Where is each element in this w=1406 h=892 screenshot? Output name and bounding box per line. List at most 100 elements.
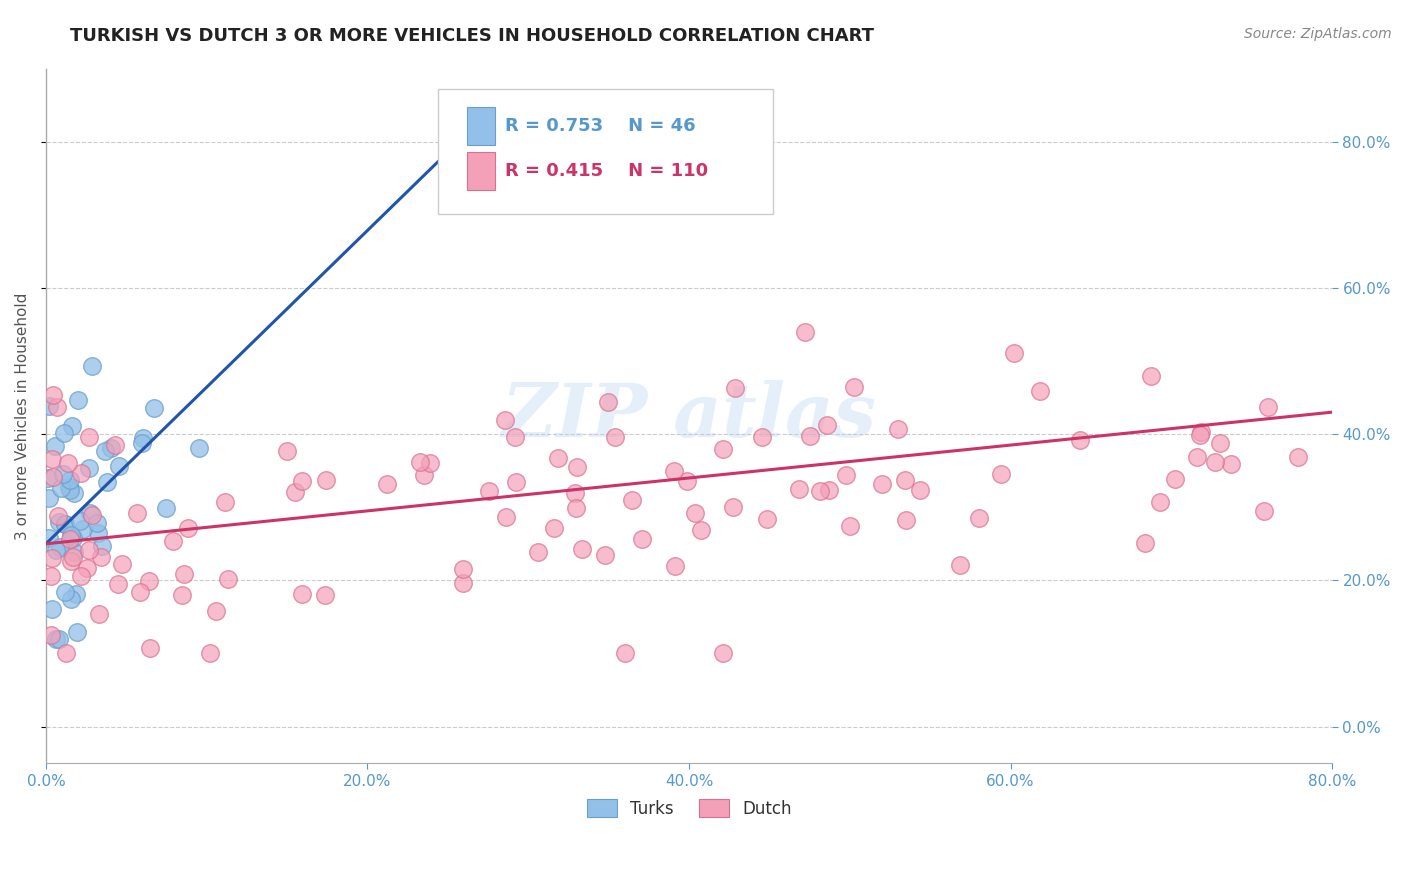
Text: Source: ZipAtlas.com: Source: ZipAtlas.com [1244,27,1392,41]
Point [38,531,60,545]
Point [969,511,991,525]
Point [1189,425,1212,440]
Text: TURKISH VS DUTCH 3 OR MORE VEHICLES IN HOUSEHOLD CORRELATION CHART: TURKISH VS DUTCH 3 OR MORE VEHICLES IN H… [70,27,875,45]
Point [138,574,160,589]
Point [39,628,62,642]
Point [711,647,734,661]
Point [155,501,177,516]
Point [751,430,773,444]
Point [41,451,63,466]
Point [565,459,588,474]
Point [808,484,831,499]
Point [46,400,69,414]
Point [127,506,149,520]
Point [894,473,917,487]
Point [162,533,184,548]
Point [100,441,122,455]
Point [683,506,706,520]
Point [1253,504,1275,518]
Point [1257,400,1279,414]
Point [87,607,110,621]
Point [49,481,72,495]
Point [908,483,931,497]
Point [86,516,108,530]
FancyBboxPatch shape [467,107,495,145]
Point [631,532,654,546]
Point [214,495,236,509]
Point [53,585,76,599]
Point [451,562,474,576]
Point [419,456,441,470]
Point [59,554,82,568]
Point [596,394,619,409]
Point [176,521,198,535]
Point [315,473,337,487]
Point [838,519,860,533]
Point [664,558,686,573]
Point [818,483,841,497]
Point [41,388,63,402]
Point [48,516,70,530]
Point [948,558,970,572]
Point [96,475,118,489]
Point [290,587,312,601]
Point [408,455,430,469]
Point [108,458,131,473]
Point [60,592,83,607]
Point [711,442,734,457]
Point [66,624,89,639]
Point [45,542,67,557]
Point [1204,455,1226,469]
Point [131,436,153,450]
Point [63,545,86,559]
Point [314,588,336,602]
Point [593,548,616,562]
Point [37,470,59,484]
Point [188,441,211,455]
Point [55,646,77,660]
Point [284,485,307,500]
Point [129,585,152,599]
Point [756,512,779,526]
Point [111,557,134,571]
Point [1163,472,1185,486]
Point [495,509,517,524]
Point [1187,450,1209,465]
Point [1209,435,1232,450]
Point [815,418,838,433]
Text: R = 0.753    N = 46: R = 0.753 N = 46 [505,117,696,135]
Point [80,508,103,522]
Point [172,588,194,602]
Point [90,539,112,553]
Point [1002,346,1025,360]
Point [53,516,76,531]
Point [131,431,153,445]
Point [1220,457,1243,471]
Point [543,521,565,535]
Point [1029,384,1052,399]
Point [53,425,76,440]
Point [104,438,127,452]
Point [44,439,66,453]
Point [70,466,93,480]
Point [59,473,82,487]
Point [1139,369,1161,384]
Text: R = 0.415    N = 110: R = 0.415 N = 110 [505,162,709,180]
Point [1133,536,1156,550]
Point [86,525,108,540]
Point [62,549,84,564]
Point [413,468,436,483]
Point [375,477,398,491]
Point [887,422,910,436]
Point [72,522,94,536]
Point [62,531,84,545]
Legend: Turks, Dutch: Turks, Dutch [579,793,799,824]
Point [835,467,858,482]
Point [48,632,70,646]
Point [527,545,550,559]
Point [799,429,821,443]
Point [65,586,87,600]
Point [1069,433,1091,447]
Point [787,483,810,497]
Point [94,444,117,458]
